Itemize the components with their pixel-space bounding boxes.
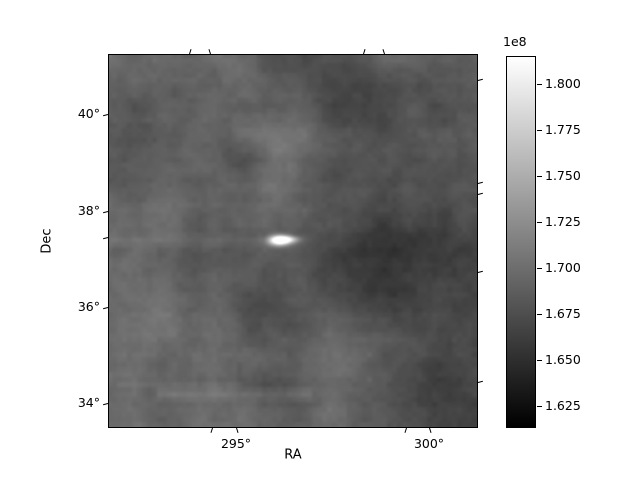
y-axis-label: Dec xyxy=(39,228,55,254)
sky-image-heatmap xyxy=(109,55,477,427)
y-tick-right-0 xyxy=(477,78,483,82)
sky-image-axes[interactable] xyxy=(108,54,478,428)
x-ticklabel-1: 295° xyxy=(220,436,252,451)
colorbar-ticklabel-3: 1.725 xyxy=(545,213,581,229)
colorbar-tick-5 xyxy=(537,314,542,316)
x-tick-1 xyxy=(236,427,239,433)
x-axis-label: RA xyxy=(284,447,302,463)
colorbar-tick-7 xyxy=(537,406,542,408)
colorbar-ticklabel-0: 1.800 xyxy=(545,75,581,91)
colorbar-offset-label: 1e8 xyxy=(503,34,527,49)
colorbar-tick-1 xyxy=(537,130,542,132)
x-tick-0 xyxy=(210,427,214,433)
y-tick-right-4 xyxy=(477,380,483,384)
y-ticklabel-3: 36° xyxy=(77,298,100,314)
y-tick-right-1 xyxy=(477,181,483,185)
colorbar-ticklabel-5: 1.675 xyxy=(545,305,581,321)
colorbar-tick-6 xyxy=(537,360,542,362)
x-tick-3 xyxy=(429,427,432,433)
colorbar-tick-3 xyxy=(537,222,542,224)
x-tick-top-1 xyxy=(208,49,212,55)
y-ticklabel-0: 40° xyxy=(77,105,100,121)
colorbar-ticklabel-1: 1.775 xyxy=(545,121,581,137)
colorbar-tick-4 xyxy=(537,268,542,270)
x-ticklabel-3: 300° xyxy=(413,436,445,451)
colorbar[interactable] xyxy=(506,56,536,428)
y-tick-right-3 xyxy=(477,270,483,274)
colorbar-tick-2 xyxy=(537,176,542,178)
colorbar-ticklabel-6: 1.650 xyxy=(545,351,581,367)
y-ticklabel-1: 38° xyxy=(77,202,100,218)
colorbar-ticklabel-4: 1.700 xyxy=(545,259,581,275)
colorbar-ticklabel-7: 1.625 xyxy=(545,397,581,413)
x-tick-2 xyxy=(404,427,408,433)
y-ticklabel-4: 34° xyxy=(77,394,100,410)
x-tick-top-3 xyxy=(382,49,386,55)
y-tick-right-2 xyxy=(477,192,483,196)
colorbar-tick-0 xyxy=(537,84,542,86)
colorbar-ticklabel-2: 1.750 xyxy=(545,167,581,183)
